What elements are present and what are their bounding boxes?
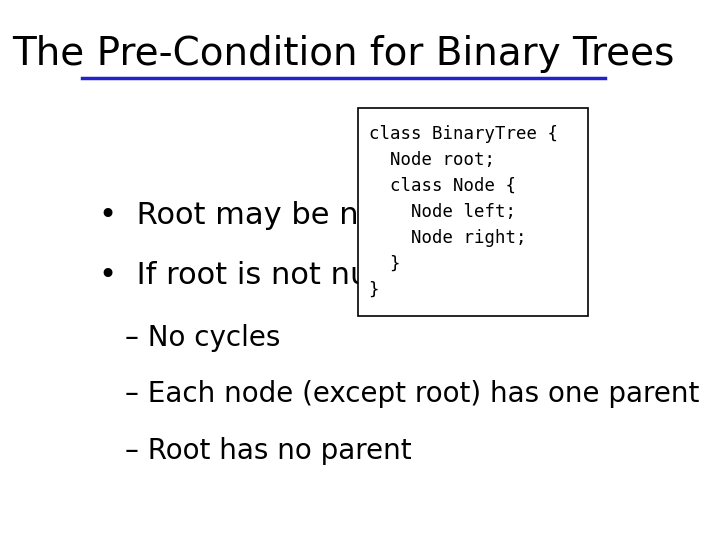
Text: Node right;: Node right; (369, 228, 526, 247)
Text: •  If root is not null:: • If root is not null: (99, 261, 397, 290)
FancyBboxPatch shape (358, 108, 588, 316)
Text: – Each node (except root) has one parent: – Each node (except root) has one parent (125, 380, 700, 408)
Text: class Node {: class Node { (369, 177, 516, 195)
Text: class BinaryTree {: class BinaryTree { (369, 125, 557, 143)
Text: – No cycles: – No cycles (125, 323, 281, 352)
Text: Node root;: Node root; (369, 151, 495, 169)
Text: •  Root may be null: • Root may be null (99, 201, 395, 231)
Text: }: } (369, 254, 400, 273)
Text: Node left;: Node left; (369, 203, 516, 221)
Text: The Pre-Condition for Binary Trees: The Pre-Condition for Binary Trees (12, 35, 675, 73)
Text: }: } (369, 280, 379, 298)
Text: – Root has no parent: – Root has no parent (125, 437, 412, 465)
